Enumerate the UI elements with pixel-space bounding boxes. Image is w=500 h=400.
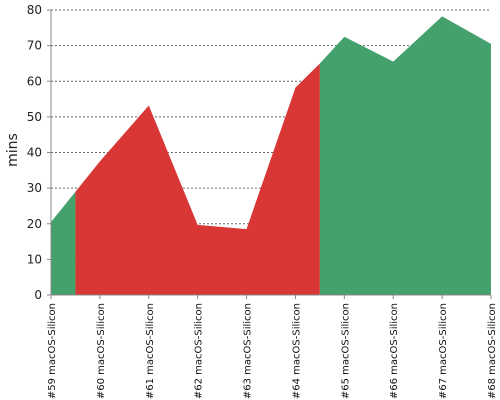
y-tick-label: 20 — [27, 217, 42, 231]
y-tick-label: 70 — [27, 39, 42, 53]
y-tick-labels: 0 10 20 30 40 50 60 70 80 — [27, 3, 51, 302]
x-tick-label: #64 macOS-Silicon — [291, 303, 302, 399]
fail-area-segment — [75, 63, 320, 295]
x-tick-label: #68 macOS-Silicon — [487, 303, 498, 399]
x-tick-labels: #59 macOS-Silicon #60 macOS-Silicon #61 ma… — [47, 295, 498, 399]
y-tick-label: 50 — [27, 110, 42, 124]
x-tick-label: #63 macOS-Silicon — [243, 303, 254, 399]
x-tick-label: #61 macOS-Silicon — [145, 303, 156, 399]
y-tick-label: 10 — [27, 252, 42, 266]
area-layer — [51, 16, 491, 295]
y-tick-label: 40 — [27, 146, 42, 160]
y-tick-label: 60 — [27, 74, 42, 88]
y-tick-label: 80 — [27, 3, 42, 17]
y-axis-label: mins — [5, 133, 21, 167]
x-tick-label: #67 macOS-Silicon — [438, 303, 449, 399]
y-tick-label: 30 — [27, 181, 42, 195]
x-tick-label: #66 macOS-Silicon — [389, 303, 400, 399]
x-tick-label: #59 macOS-Silicon — [47, 303, 58, 399]
x-tick-label: #65 macOS-Silicon — [340, 303, 351, 399]
y-tick-label: 0 — [34, 288, 42, 302]
x-tick-label: #60 macOS-Silicon — [96, 303, 107, 399]
x-tick-label: #62 macOS-Silicon — [194, 303, 205, 399]
pass-area-segment — [51, 191, 76, 295]
pass-area-segment — [319, 16, 491, 295]
